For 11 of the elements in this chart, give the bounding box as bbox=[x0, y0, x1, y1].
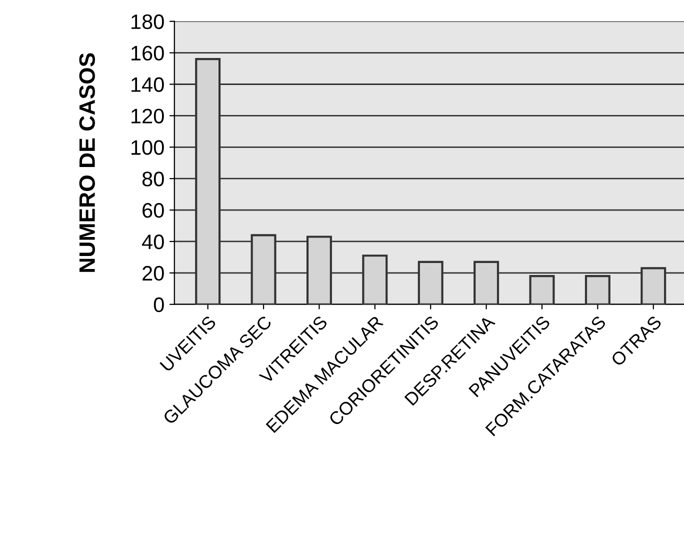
y-tick-label: 0 bbox=[154, 297, 164, 312]
y-tick-label: 60 bbox=[142, 203, 164, 218]
y-axis-title: NUMERO DE CASOS bbox=[79, 53, 95, 272]
y-tick-label: 180 bbox=[132, 14, 164, 30]
y-tick-label: 20 bbox=[142, 266, 164, 281]
y-tick-label: 40 bbox=[142, 234, 164, 250]
y-tick-label: 140 bbox=[132, 77, 164, 92]
y-tick-label: 160 bbox=[132, 46, 164, 61]
y-tick-label: 80 bbox=[142, 172, 164, 186]
y-tick-label: 120 bbox=[132, 108, 164, 124]
y-tick-label: 100 bbox=[132, 140, 164, 155]
